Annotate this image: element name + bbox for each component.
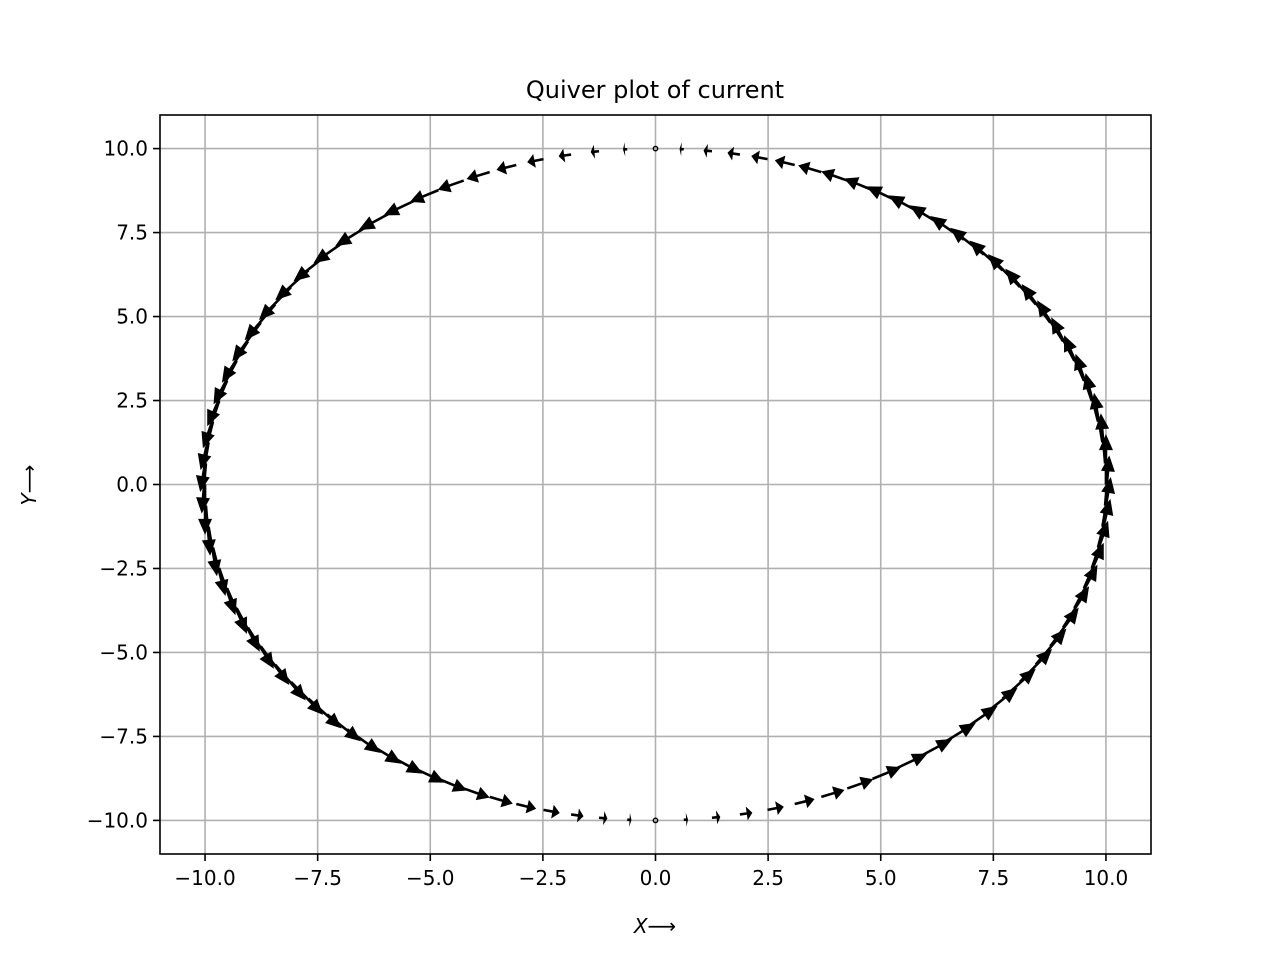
quiver-arrow xyxy=(866,186,898,203)
x-tick-label: −2.5 xyxy=(519,866,568,890)
quiver-arrow xyxy=(821,168,848,183)
quiver-arrow xyxy=(622,142,628,157)
arrow-layer xyxy=(195,142,1116,827)
quiver-arrow xyxy=(515,799,537,814)
y-tick-label: 5.0 xyxy=(116,305,148,329)
x-tick-label: 0.0 xyxy=(640,866,672,890)
quiver-arrow xyxy=(598,811,608,826)
quiver-arrow xyxy=(794,794,815,809)
quiver-arrow xyxy=(627,812,632,827)
quiver-arrow xyxy=(1051,317,1076,362)
quiver-arrow xyxy=(679,142,684,157)
quiver-arrow xyxy=(739,806,753,821)
quiver-arrow xyxy=(843,177,874,192)
y-tick-label: 7.5 xyxy=(116,221,148,245)
x-axis-label: X⟶ xyxy=(633,914,676,938)
quiver-arrow xyxy=(727,146,741,161)
quiver-arrow xyxy=(711,810,721,825)
x-tick-label: −7.5 xyxy=(293,866,342,890)
x-tick-label: 10.0 xyxy=(1084,866,1129,890)
quiver-arrow xyxy=(1034,628,1067,666)
y-tick-label: −5.0 xyxy=(99,640,148,664)
y-tick-label: −2.5 xyxy=(99,556,148,580)
quiver-arrow xyxy=(489,793,513,808)
chart-title: Quiver plot of current xyxy=(526,76,784,104)
quiver-arrow xyxy=(774,155,796,170)
quiver-arrow xyxy=(1101,477,1116,527)
quiver-arrow xyxy=(409,188,439,204)
quiver-arrow xyxy=(751,150,768,165)
y-tick-label: −10.0 xyxy=(87,808,148,832)
quiver-arrow xyxy=(1096,498,1114,548)
quiver-arrow xyxy=(1005,268,1037,306)
quiver-arrow xyxy=(543,804,560,819)
quiver-arrow xyxy=(290,681,324,715)
quiver-arrow xyxy=(558,148,572,163)
quiver-arrow xyxy=(983,687,1018,716)
quiver-arrow xyxy=(275,269,310,301)
quiver-arrow xyxy=(767,801,784,816)
y-axis-label: Y⟶ xyxy=(17,465,41,506)
quiver-arrow xyxy=(258,286,293,321)
quiver-arrow xyxy=(590,144,600,159)
x-axis-ticks: −10.0 −7.5 −5.0 −2.5 0.0 2.5 5.0 7.5 10.0 xyxy=(174,854,1128,890)
quiver-arrow xyxy=(437,777,468,792)
quiver-arrow xyxy=(466,169,491,183)
quiver-arrow xyxy=(197,421,215,471)
quiver-arrow xyxy=(225,587,247,634)
quiver-arrow xyxy=(383,199,415,216)
quiver-arrow xyxy=(195,442,210,492)
y-axis-ticks: 10.0 7.5 5.0 2.5 0.0 −2.5 −5.0 −7.5 −10.0 xyxy=(87,137,160,832)
quiver-arrow xyxy=(527,153,544,168)
quiver-arrow xyxy=(820,786,845,800)
quiver-arrow xyxy=(1001,668,1036,700)
x-tick-label: 7.5 xyxy=(977,866,1009,890)
x-tick-label: −5.0 xyxy=(406,866,455,890)
x-tick-label: 5.0 xyxy=(865,866,897,890)
quiver-arrow xyxy=(244,303,277,341)
quiver-arrow xyxy=(896,753,928,770)
y-tick-label: −7.5 xyxy=(99,724,148,748)
quiver-arrow xyxy=(652,817,659,824)
quiver-arrow xyxy=(437,178,465,193)
y-tick-label: 2.5 xyxy=(116,389,148,413)
quiver-arrow xyxy=(987,254,1021,288)
quiver-arrow xyxy=(235,607,260,652)
y-tick-label: 0.0 xyxy=(116,473,148,497)
quiver-arrow xyxy=(463,786,490,801)
quiver-arrow xyxy=(196,463,211,514)
quiver-arrow xyxy=(1064,335,1086,382)
quiver-arrow xyxy=(1018,648,1053,683)
quiver-arrow xyxy=(703,143,713,158)
quiver-arrow xyxy=(652,145,659,152)
grid xyxy=(160,115,1151,854)
quiver-arrow xyxy=(798,161,822,176)
quiver-arrow xyxy=(293,253,328,282)
quiver-arrow xyxy=(1100,455,1115,506)
quiver-arrow xyxy=(496,160,517,175)
quiver-arrow xyxy=(846,776,874,791)
quiver-arrow xyxy=(683,812,689,827)
x-tick-label: 2.5 xyxy=(752,866,784,890)
quiver-arrow xyxy=(570,808,584,823)
quiver-arrow xyxy=(872,765,902,781)
quiver-arrow xyxy=(274,663,306,701)
quiver-arrow xyxy=(413,766,445,783)
x-tick-label: −10.0 xyxy=(174,866,235,890)
y-tick-label: 10.0 xyxy=(103,137,148,161)
